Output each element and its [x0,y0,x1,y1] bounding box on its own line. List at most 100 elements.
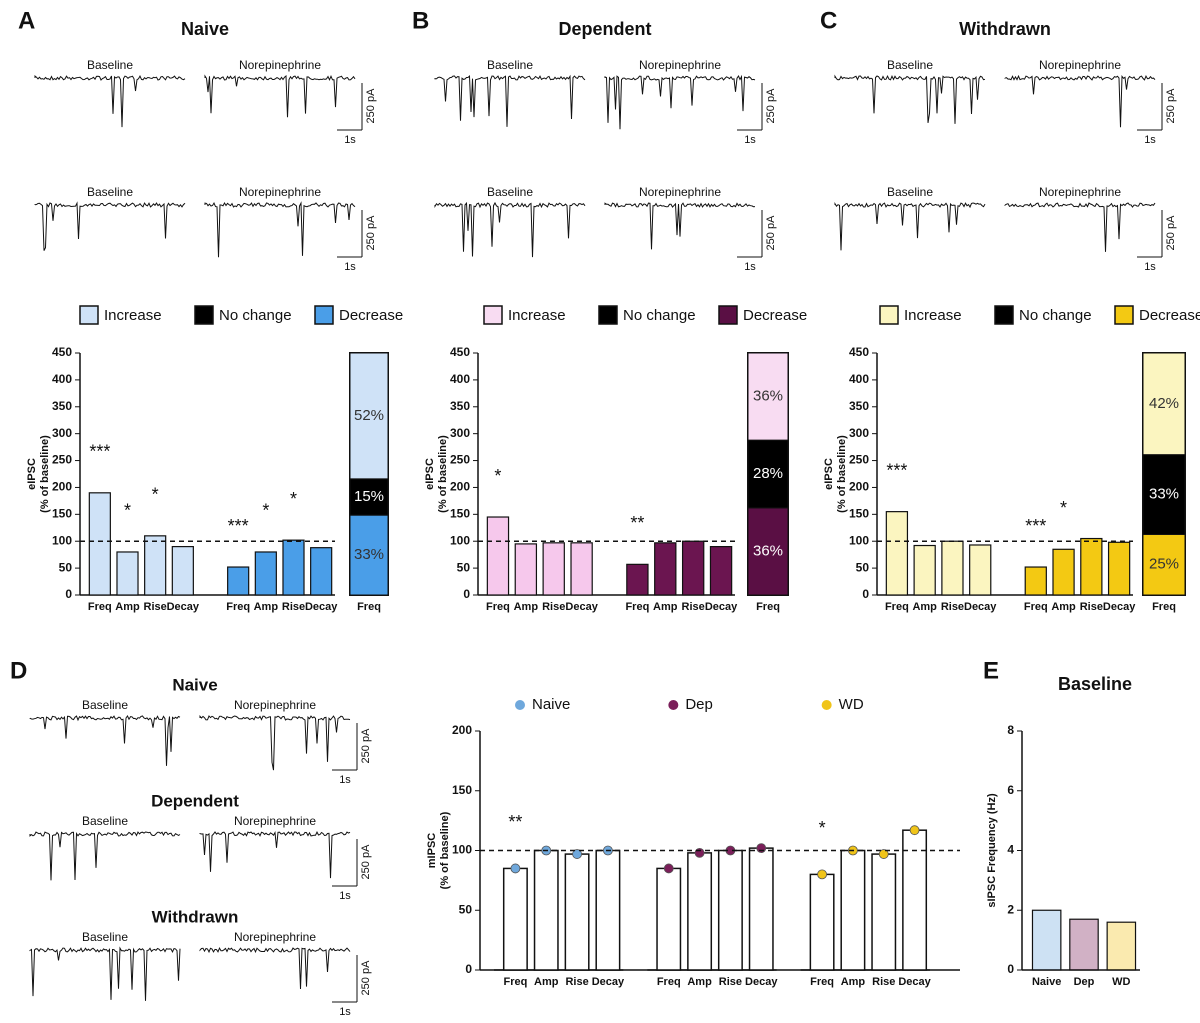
y-tick-label: 300 [849,426,869,440]
scale-label: 250 pA [360,960,372,996]
y-axis-label: (% of baseline) [836,435,848,513]
scale-label: 250 pA [360,728,372,764]
scale-label: 250 pA [765,88,777,124]
bar [282,539,305,596]
y-tick-label: 0 [65,587,72,601]
legend-marker [821,700,832,710]
scale-label: 1s [344,134,356,146]
x-tick-label: Freq [1152,601,1176,613]
trace-label: Baseline [487,185,533,199]
bar [871,853,897,971]
y-axis-label: eIPSC [26,458,38,490]
y-tick-label: 350 [450,399,470,413]
significance: * [1060,498,1067,518]
x-tick-label: Rise [872,976,895,988]
x-tick-label: Dep [1074,976,1095,988]
y-tick-label: 350 [849,399,869,413]
legend-label: WD [839,696,864,713]
legend-swatch [194,305,214,325]
bar [913,544,936,596]
chart-title: Baseline [1058,674,1132,694]
x-tick-label: Rise [542,601,565,613]
legend-label: Increase [904,307,962,324]
stack-label: 42% [1149,395,1179,412]
scale-label: 1s [344,261,356,273]
trace [204,74,356,118]
y-tick-label: 4 [1007,843,1014,857]
bar [654,542,677,596]
y-axis-label: eIPSC [823,458,835,490]
y-tick-label: 50 [457,560,471,574]
significance: * [819,818,826,838]
y-tick-label: 200 [52,480,72,494]
bar [656,867,682,971]
stack-segment [747,352,789,441]
bar [748,847,774,971]
panel-letter: C [820,7,837,34]
x-tick-label: Freq [810,976,834,988]
x-tick-label: Rise [941,601,964,613]
trace [434,201,586,258]
panel-letter: D [10,657,27,684]
trace-label: Baseline [82,698,128,712]
x-tick-label: Freq [657,976,681,988]
y-axis-label: (% of baseline) [39,435,51,513]
x-tick-label: WD [1112,976,1130,988]
y-tick-label: 300 [52,426,72,440]
trace-label: Baseline [887,58,933,72]
stack-segment [747,439,789,509]
legend-swatch [718,305,738,325]
significance: * [494,466,501,486]
x-tick-label: Freq [226,601,250,613]
x-tick-label: Freq [625,601,649,613]
bar [254,551,277,596]
stack-segment [1142,352,1186,456]
trace [204,201,356,258]
bar-dot [878,849,889,859]
scale-label: 1s [339,1006,351,1018]
scale-label: 1s [1144,261,1156,273]
bar [514,543,538,596]
legend-label: Increase [508,307,566,324]
bar-dot [663,863,674,874]
trace [29,715,181,766]
stack-label: 25% [1149,556,1179,573]
y-tick-label: 200 [452,723,472,737]
scale-label: 1s [339,890,351,902]
trace-label: Norepinephrine [239,58,321,72]
scale-label: 1s [744,261,756,273]
x-tick-label: Freq [88,601,112,613]
significance: * [290,489,297,509]
scale-label: 1s [1144,134,1156,146]
bar [144,535,167,596]
x-tick-label: Amp [1051,601,1076,613]
y-tick-label: 150 [450,507,470,521]
stack-segment [747,507,789,596]
significance: *** [886,460,907,480]
x-tick-label: Naive [1032,976,1061,988]
x-tick-label: Decay [1103,601,1136,613]
panel-letter: A [18,7,35,34]
bar [595,849,621,971]
x-tick-label: Rise [719,976,742,988]
bar-dot [572,849,582,859]
y-axis-label: (% of baseline) [437,435,449,513]
x-tick-label: Decay [898,976,931,988]
bar [840,849,866,971]
y-tick-label: 400 [450,372,470,386]
x-tick-label: Freq [885,601,909,613]
trace-label: Baseline [87,58,133,72]
y-tick-label: 2 [1007,902,1014,916]
scale-label: 250 pA [360,844,372,880]
trace [1004,202,1156,252]
bar [809,873,835,971]
stack-label: 36% [753,542,783,559]
x-tick-label: Rise [144,601,167,613]
x-tick-label: Rise [565,976,588,988]
bar [969,544,992,596]
bar [227,566,250,596]
bar [1052,548,1075,596]
trace-label: Baseline [887,185,933,199]
x-tick-label: Amp [254,601,279,613]
scale-label: 250 pA [1165,88,1177,124]
